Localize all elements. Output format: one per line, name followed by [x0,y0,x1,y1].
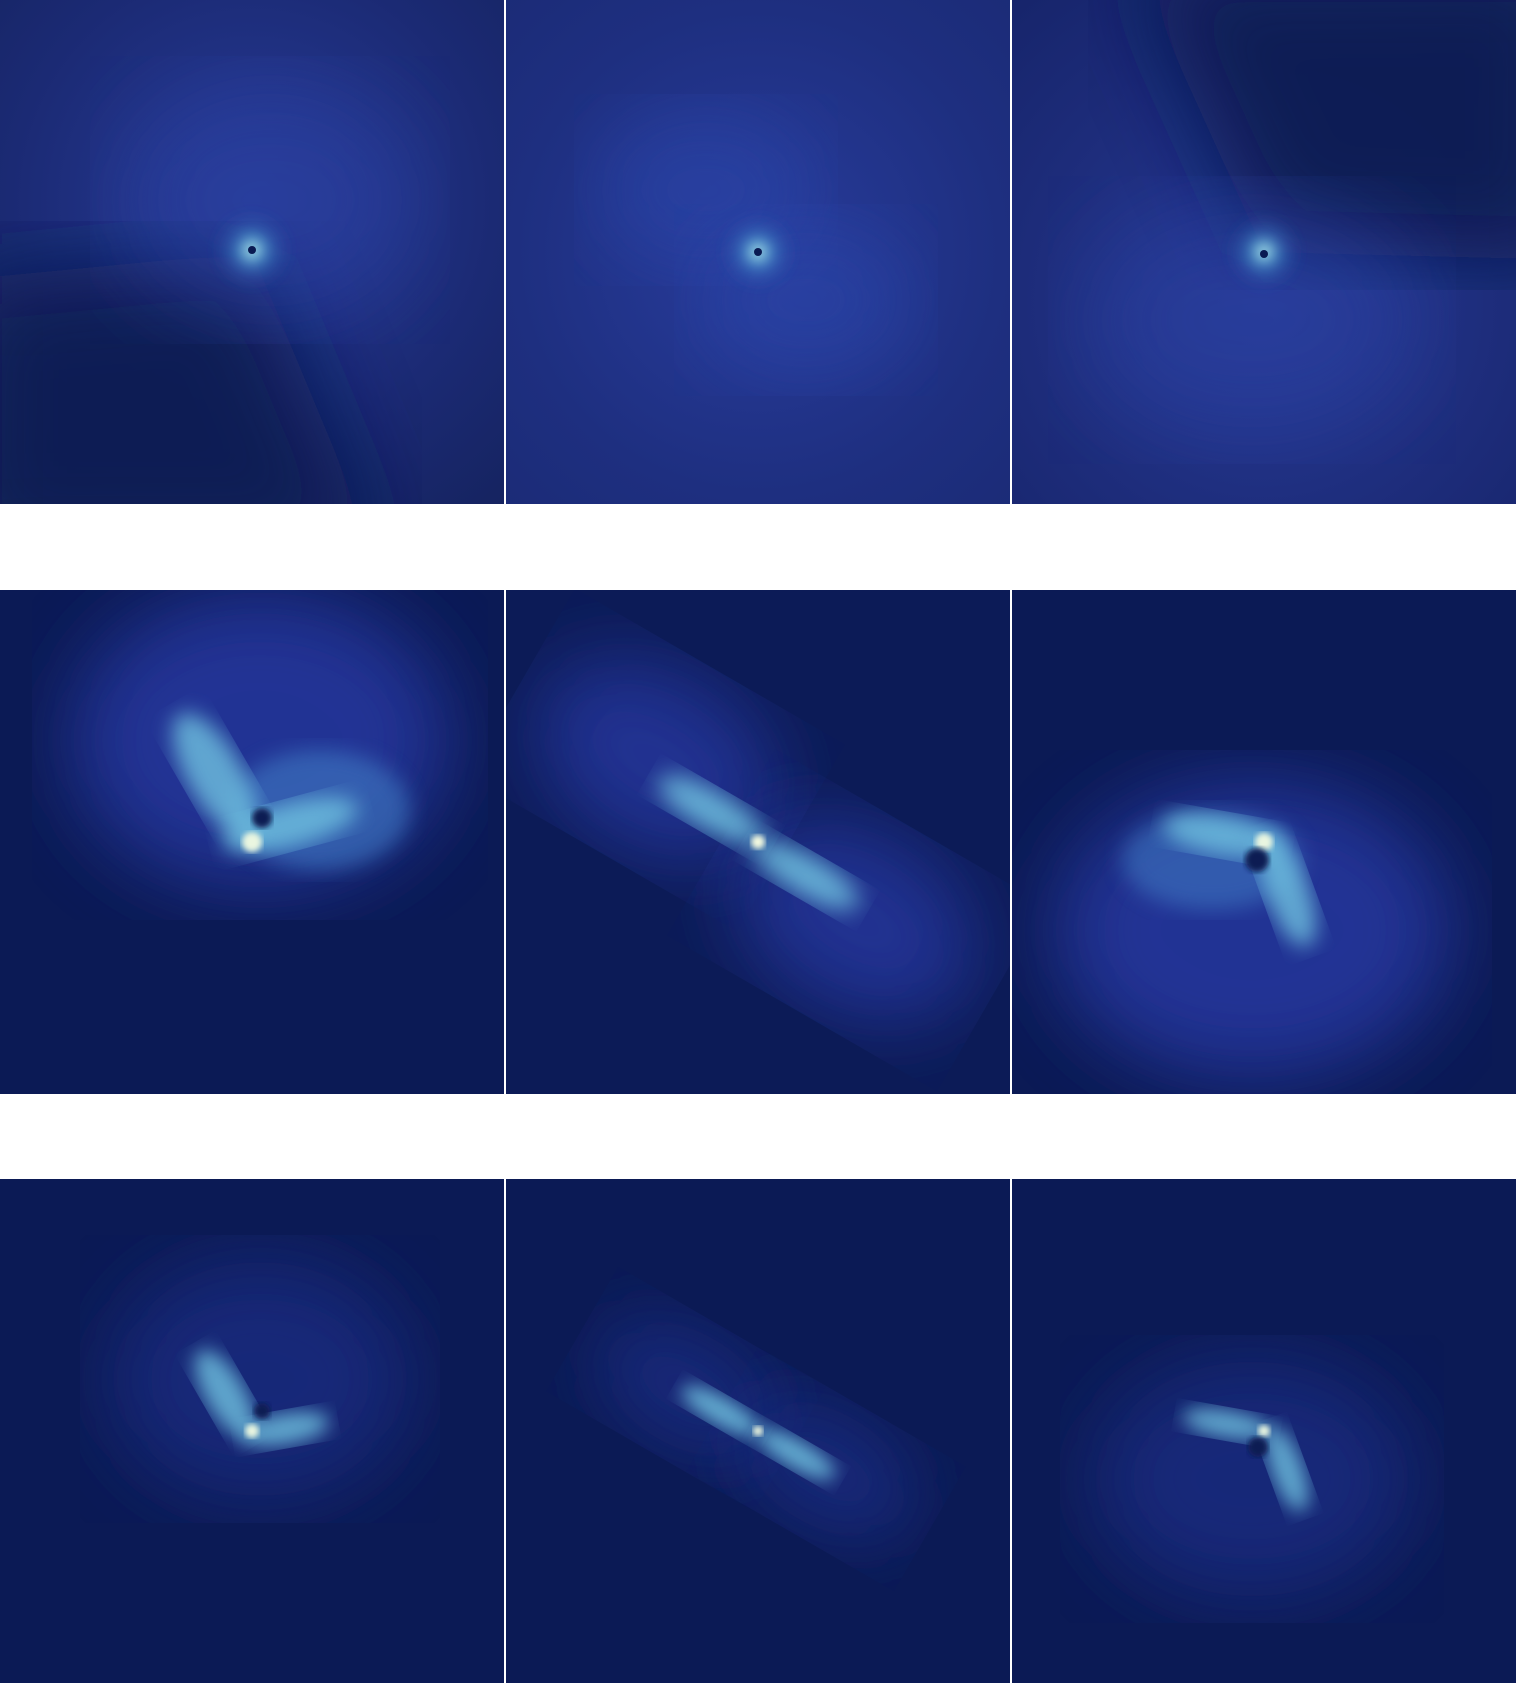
field-map-image [506,0,1010,504]
field-map-panel-r1c1 [0,0,504,504]
field-map-panel-r2c1 [0,590,504,1094]
field-map-image [1012,0,1516,504]
field-map-panel-r1c2 [506,0,1010,504]
field-map-image [506,1179,1010,1683]
field-map-image [0,590,504,1094]
field-map-image [0,1179,504,1683]
field-map-panel-r2c2 [506,590,1010,1094]
field-map-panel-r2c3 [1012,590,1516,1094]
field-map-image [0,0,504,504]
field-map-image [506,590,1010,1094]
field-map-image [1012,1179,1516,1683]
field-map-panel-r1c3 [1012,0,1516,504]
field-map-panel-r3c3 [1012,1179,1516,1683]
field-map-panel-r3c1 [0,1179,504,1683]
field-map-image [1012,590,1516,1094]
field-map-panel-r3c2 [506,1179,1010,1683]
